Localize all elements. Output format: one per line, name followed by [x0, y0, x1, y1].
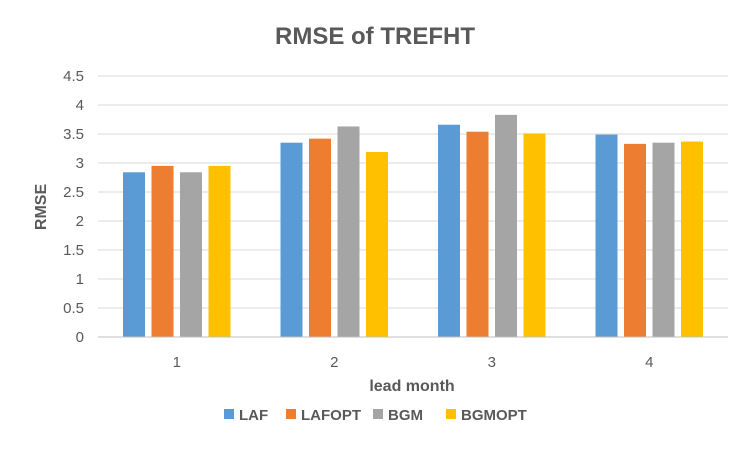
- y-tick-label: 1: [76, 271, 84, 288]
- x-axis-ticks: 1 2 3 4: [173, 354, 654, 371]
- y-tick-label: 3: [76, 155, 84, 172]
- bar-laf-2: [280, 142, 303, 337]
- y-tick-label: 0: [76, 329, 84, 346]
- legend-swatch-bgm: [373, 409, 383, 419]
- y-tick-label: 2.5: [63, 184, 84, 201]
- bar-lafopt-4: [624, 143, 646, 337]
- x-tick-label: 1: [173, 354, 181, 371]
- legend-label-lafopt: LAFOPT: [301, 407, 361, 424]
- legend: LAF LAFOPT BGM BGMOPT: [224, 407, 527, 424]
- x-tick-label: 2: [330, 354, 338, 371]
- bar-bgmopt-2: [366, 151, 388, 337]
- bar-bgm-3: [495, 114, 517, 337]
- legend-swatch-laf: [224, 409, 234, 419]
- bar-bgmopt-3: [523, 133, 546, 337]
- legend-swatch-bgmopt: [446, 409, 456, 419]
- y-tick-label: 3.5: [63, 126, 84, 143]
- y-tick-label: 4: [76, 97, 84, 114]
- x-axis-label: lead month: [369, 378, 454, 395]
- chart-title: RMSE of TREFHT: [275, 23, 475, 50]
- x-tick-label: 4: [645, 354, 653, 371]
- gridlines: [98, 75, 728, 309]
- legend-label-laf: LAF: [239, 407, 268, 424]
- bar-bgmopt-1: [208, 165, 231, 337]
- y-tick-label: 2: [76, 213, 84, 230]
- y-axis-label: RMSE: [33, 184, 50, 231]
- y-tick-label: 4.5: [63, 68, 84, 85]
- bar-bgm-2: [337, 126, 360, 338]
- bars: [123, 114, 703, 338]
- bar-laf-4: [595, 134, 618, 337]
- bar-lafopt-1: [151, 165, 174, 337]
- bar-laf-3: [438, 124, 460, 337]
- bar-lafopt-2: [309, 138, 331, 337]
- bar-lafopt-3: [466, 131, 489, 337]
- y-tick-label: 1.5: [63, 242, 84, 259]
- legend-label-bgmopt: BGMOPT: [461, 407, 527, 424]
- bar-laf-1: [123, 172, 145, 337]
- y-tick-label: 0.5: [63, 300, 84, 317]
- legend-label-bgm: BGM: [388, 407, 423, 424]
- bar-bgm-1: [180, 172, 202, 337]
- y-axis-ticks: 0 0.5 1 1.5 2 2.5 3 3.5 4 4.5: [63, 68, 84, 346]
- x-tick-label: 3: [488, 354, 496, 371]
- legend-swatch-lafopt: [286, 409, 296, 419]
- bar-bgm-4: [652, 142, 675, 337]
- bar-bgmopt-4: [681, 141, 703, 337]
